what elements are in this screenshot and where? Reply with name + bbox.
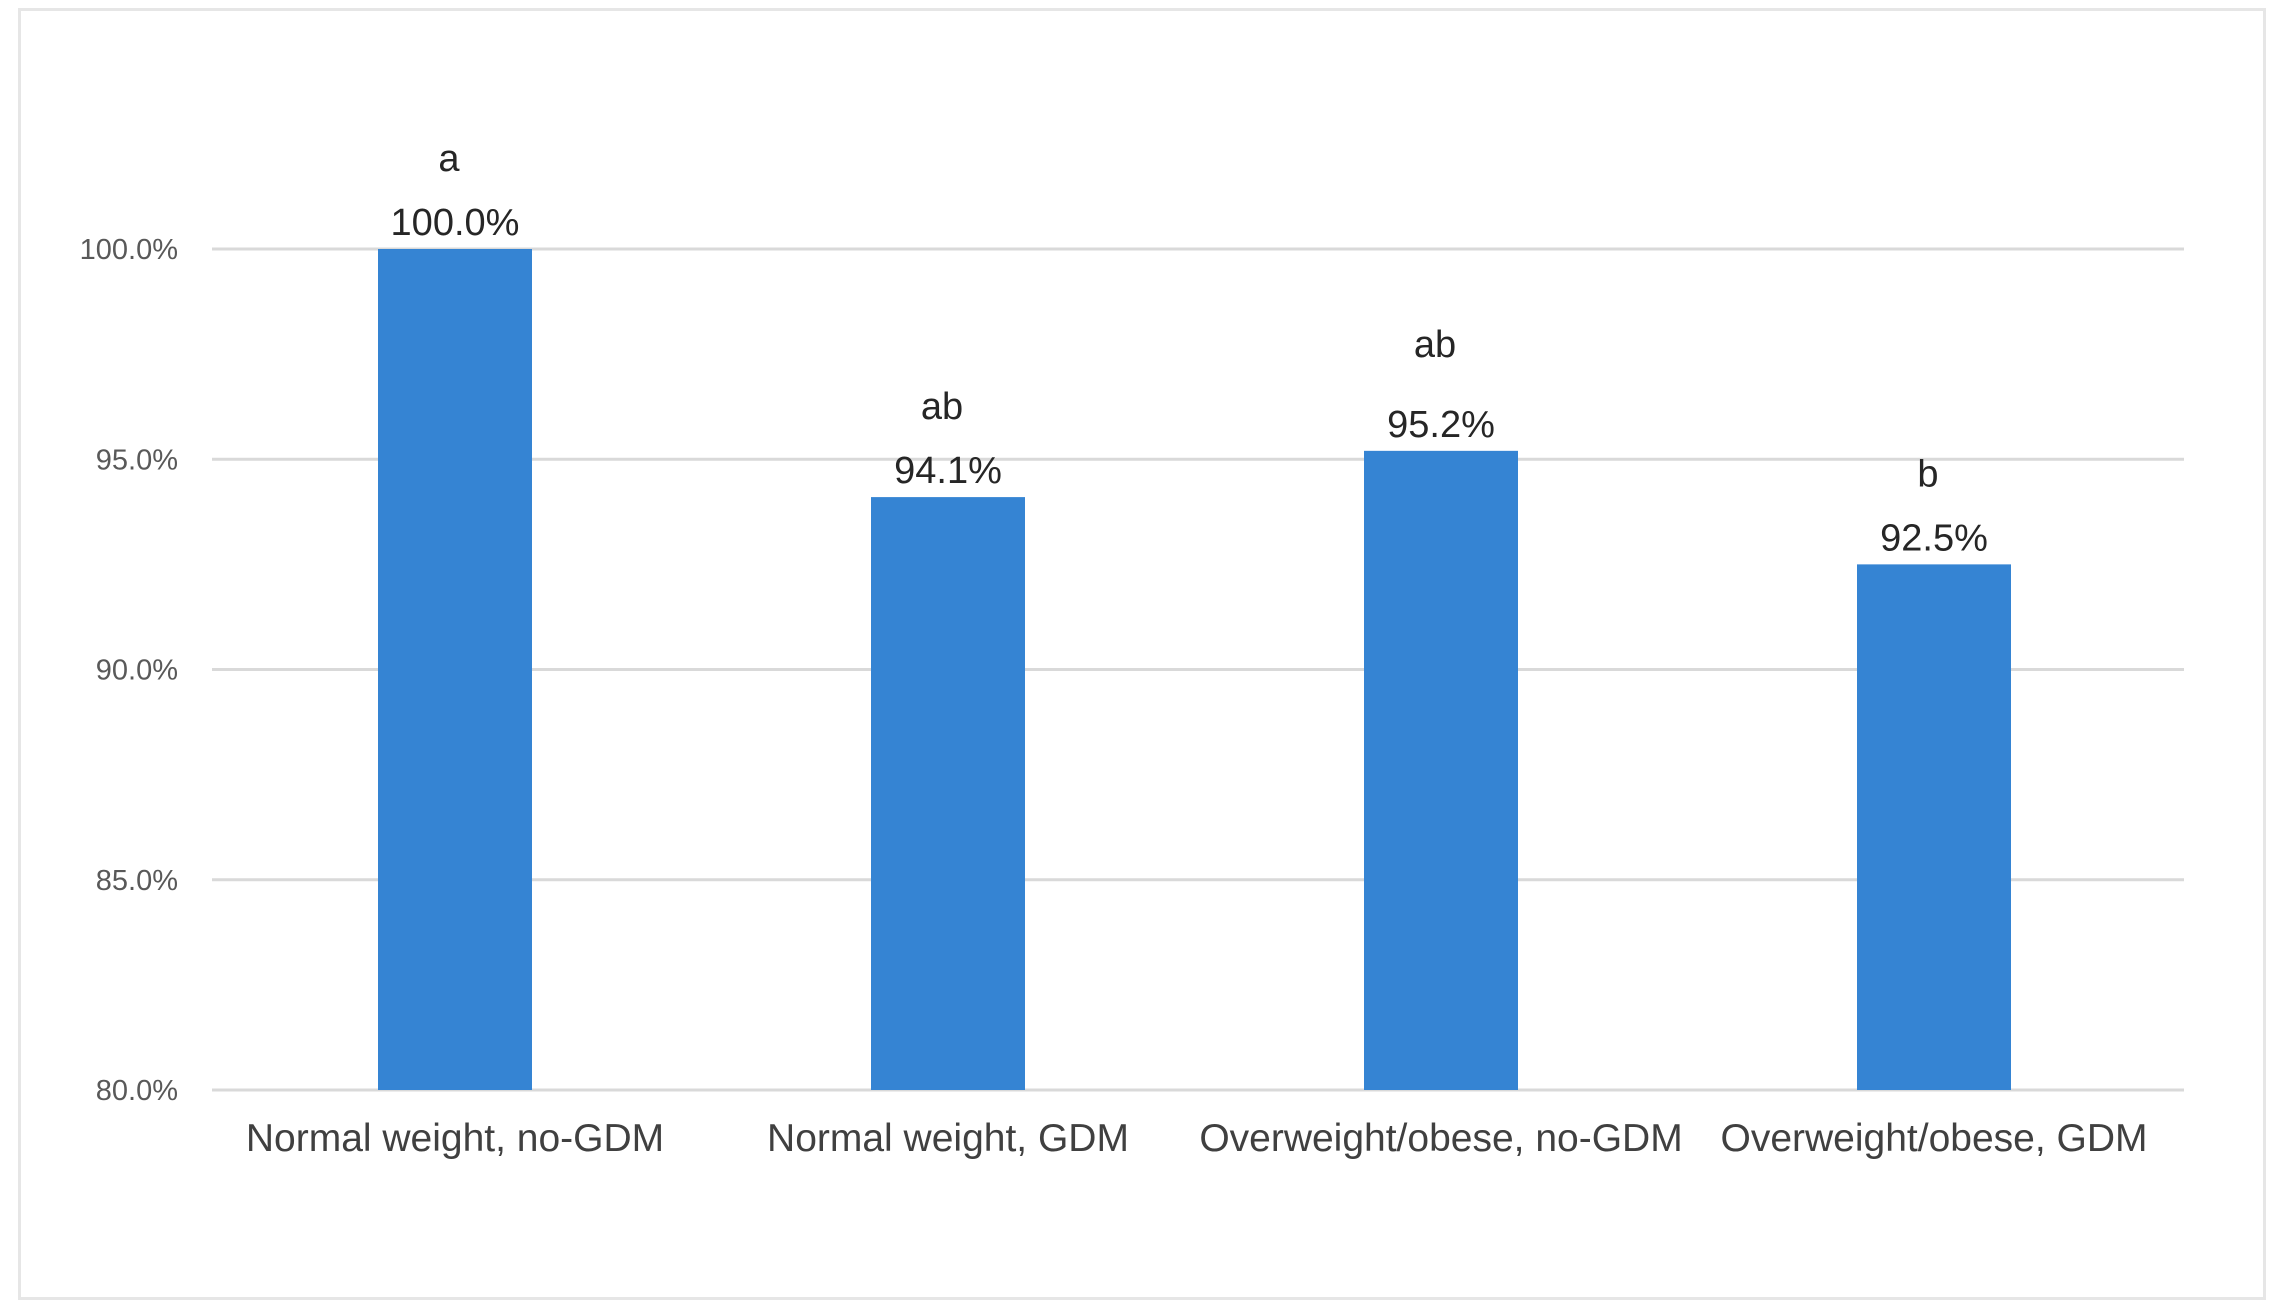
significance-letter: ab bbox=[1414, 324, 1456, 366]
significance-letter: a bbox=[438, 138, 460, 180]
bar bbox=[871, 497, 1025, 1091]
x-tick-label: Normal weight, GDM bbox=[767, 1117, 1129, 1160]
data-label: 94.1% bbox=[894, 450, 1002, 492]
bar bbox=[1364, 450, 1518, 1091]
x-tick-label: Normal weight, no-GDM bbox=[246, 1117, 664, 1160]
bar bbox=[378, 249, 532, 1090]
y-tick-label: 100.0% bbox=[80, 234, 178, 266]
y-tick-label: 95.0% bbox=[96, 444, 178, 476]
y-tick-label: 85.0% bbox=[96, 865, 178, 897]
bar bbox=[1857, 564, 2011, 1090]
gridlines bbox=[212, 247, 2184, 1092]
y-axis-ticks: 80.0% 85.0% 90.0% 95.0% 100.0% bbox=[80, 234, 178, 1107]
x-axis-categories: Normal weight, no-GDM Normal weight, GDM O… bbox=[246, 1117, 2148, 1160]
significance-letter: b bbox=[1917, 453, 1938, 495]
data-label: 100.0% bbox=[391, 202, 520, 244]
x-tick-label: Overweight/obese, GDM bbox=[1720, 1117, 2147, 1160]
data-label: 95.2% bbox=[1387, 404, 1495, 446]
y-tick-label: 80.0% bbox=[96, 1075, 178, 1107]
y-tick-label: 90.0% bbox=[96, 655, 178, 687]
x-tick-label: Overweight/obese, no-GDM bbox=[1199, 1117, 1682, 1160]
bar-labels: 100.0% a 94.1% ab 95.2% ab 92.5% b bbox=[391, 138, 1988, 559]
data-label: 92.5% bbox=[1880, 517, 1988, 559]
bars bbox=[378, 249, 2011, 1091]
significance-letter: ab bbox=[921, 386, 963, 428]
